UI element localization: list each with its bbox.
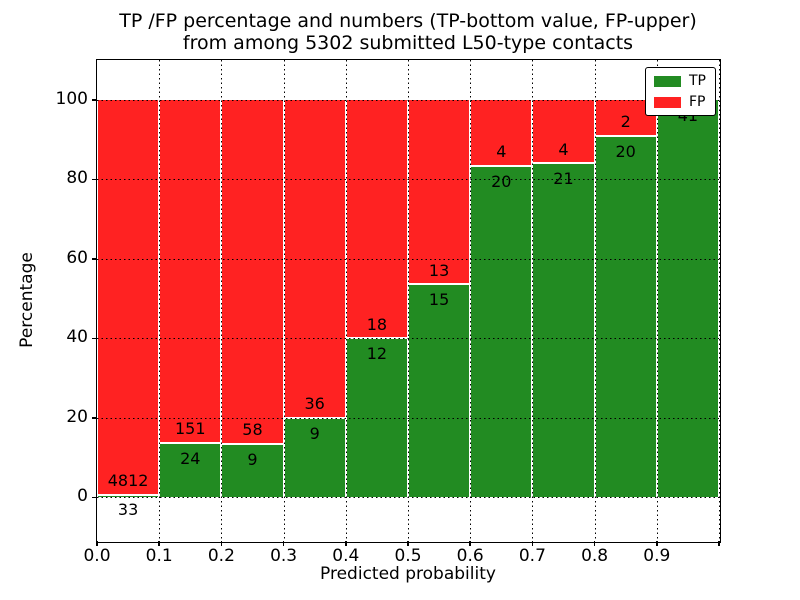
- bar-segment-divider: [409, 283, 470, 286]
- bar-segment-divider: [98, 493, 159, 496]
- bar-value-label-tp: 20: [615, 141, 636, 161]
- y-axis-tick: [92, 417, 97, 419]
- x-tick-label: 0.5: [394, 546, 422, 566]
- x-tick-label: 0.1: [145, 546, 173, 566]
- bar-segment-tp: [657, 99, 718, 498]
- x-tick-label: 0.9: [643, 546, 671, 566]
- chart-title-line-1: TP /FP percentage and numbers (TP-bottom…: [119, 10, 697, 32]
- bar-segment-tp: [284, 417, 345, 498]
- y-tick-label: 80: [66, 168, 88, 189]
- bar-value-label-fp: 4812: [107, 471, 149, 491]
- legend: TP FP: [645, 67, 716, 116]
- x-axis-tick: [220, 541, 223, 546]
- x-tick-label: 0.7: [518, 546, 546, 566]
- y-axis-tick: [92, 99, 97, 101]
- x-axis-label: Predicted probability: [320, 564, 496, 584]
- bar-value-label-fp: 151: [175, 419, 206, 439]
- legend-label-fp: FP: [689, 94, 706, 110]
- bar-segment-divider: [222, 442, 283, 445]
- bar-segment-divider: [346, 337, 407, 340]
- x-tick-label: 0.0: [83, 546, 111, 566]
- bar-segment-divider: [533, 162, 594, 165]
- bar-value-label-fp: 2: [620, 112, 631, 132]
- bar-value-label-fp: 18: [366, 314, 388, 334]
- x-axis-tick: [345, 541, 347, 546]
- bar-value-label-tp: 20: [491, 171, 512, 191]
- bar-value-label-fp: 13: [428, 260, 450, 280]
- bar-value-label-tp: 33: [117, 500, 139, 520]
- y-tick-label: 40: [66, 327, 88, 348]
- x-tick-label: 0.8: [581, 546, 609, 566]
- x-tick-label: 0.6: [456, 546, 484, 566]
- y-axis-tick: [92, 496, 97, 499]
- bar-segment-fp: [160, 99, 221, 443]
- bar-value-label-tp: 15: [428, 290, 450, 310]
- bar-segment-fp: [533, 99, 594, 164]
- bar-segment-divider: [595, 134, 656, 137]
- bar-segment-fp: [284, 99, 345, 418]
- bar-value-label-tp: 12: [366, 344, 388, 364]
- bar-value-label-tp: 24: [180, 448, 201, 468]
- x-axis-tick: [282, 541, 285, 546]
- legend-item-fp: FP: [654, 95, 706, 109]
- y-tick-label: 20: [66, 406, 88, 427]
- bar-segment-divider: [284, 416, 345, 419]
- bar-segment-tp: [409, 284, 470, 498]
- x-tick-label: 0.4: [332, 546, 360, 566]
- tp-color-swatch-icon: [654, 75, 681, 87]
- y-tick-label: 100: [55, 88, 88, 109]
- x-axis-tick: [469, 541, 471, 546]
- x-axis-tick: [96, 541, 98, 546]
- bar-segment-tp: [98, 494, 159, 498]
- bar-segment-fp: [471, 99, 532, 166]
- x-tick-label: 0.2: [207, 546, 235, 566]
- bar-value-label-tp: 9: [309, 423, 320, 443]
- bar-segment-tp: [471, 166, 532, 498]
- bar-segment-divider: [160, 441, 221, 444]
- bar-segment-fp: [409, 99, 470, 285]
- legend-label-tp: TP: [689, 73, 706, 89]
- bar-segment-fp: [346, 99, 407, 339]
- bar-value-label-fp: 36: [304, 394, 325, 414]
- x-axis-tick: [718, 541, 720, 546]
- x-axis-tick: [158, 541, 160, 546]
- chart-title-line-2: from among 5302 submitted L50-type conta…: [182, 32, 634, 54]
- x-axis-tick: [593, 541, 596, 546]
- bar-value-label-tp: 9: [247, 449, 258, 469]
- y-tick-label: 0: [77, 486, 88, 507]
- y-axis-tick: [92, 258, 97, 260]
- x-tick-label: 0.3: [270, 546, 298, 566]
- x-axis-tick: [407, 541, 409, 546]
- gridline-vertical: [719, 60, 720, 541]
- bar-segment-tp: [533, 163, 594, 498]
- bar-segment-fp: [98, 99, 159, 495]
- y-axis-label: Percentage: [17, 252, 37, 348]
- y-tick-label: 60: [66, 247, 88, 268]
- legend-item-tp: TP: [654, 74, 706, 88]
- bar-segment-divider: [471, 165, 532, 167]
- bar-segment-tp: [160, 442, 221, 498]
- bar-value-label-fp: 58: [242, 420, 263, 440]
- bar-segment-tp: [595, 135, 656, 498]
- bar-segment-fp: [222, 99, 283, 444]
- x-axis-tick: [656, 541, 658, 546]
- y-axis-tick: [92, 337, 97, 339]
- bar-segment-tp: [222, 443, 283, 498]
- bar-value-label-fp: 4: [558, 139, 569, 159]
- y-axis-tick: [92, 178, 97, 180]
- x-axis-tick: [531, 541, 534, 546]
- gridline-horizontal: [97, 497, 719, 499]
- bar-value-label-fp: 4: [496, 142, 507, 162]
- bar-segment-tp: [346, 338, 407, 498]
- fp-color-swatch-icon: [654, 96, 681, 108]
- bar-value-label-tp: 21: [553, 169, 574, 189]
